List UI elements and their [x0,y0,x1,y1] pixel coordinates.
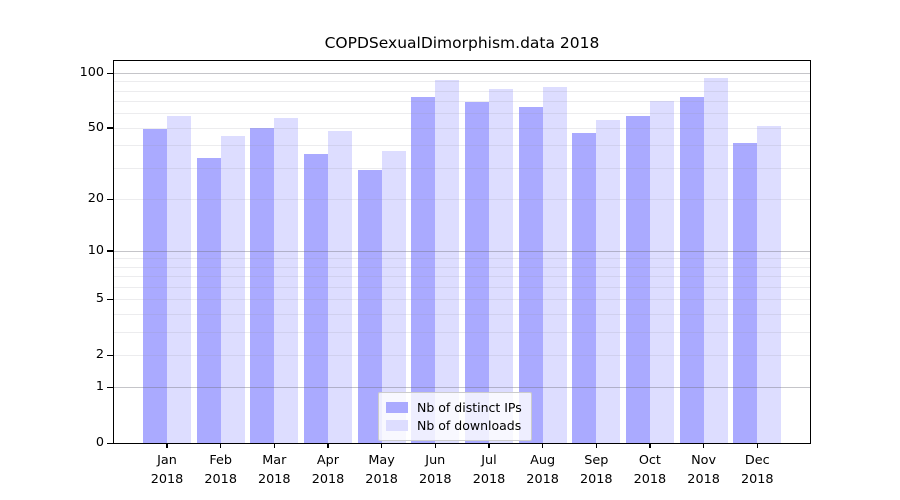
legend: Nb of distinct IPs Nb of downloads [378,392,532,441]
y-tick-label: 50 [87,119,104,135]
x-tick-label: Aug 2018 [526,453,559,487]
x-tick-label: Oct 2018 [633,453,667,487]
bar-downloads-nov [703,77,728,443]
minor-gridline [114,145,810,147]
bar-downloads-jun [435,79,460,443]
y-tick-mark [107,127,113,129]
minor-gridline [114,167,810,169]
x-tick-mark [488,443,490,448]
minor-gridline [114,198,810,200]
x-tick-label: May 2018 [365,453,398,487]
legend-label-distinct-ips: Nb of distinct IPs [417,399,522,415]
bar-distinct-ips-may [357,170,382,443]
x-tick-mark [380,443,383,448]
bar-distinct-ips-oct [625,116,650,443]
y-tick-mark [107,442,113,444]
bar-distinct-ips-mar [250,127,275,443]
bar-distinct-ips-nov [679,96,704,443]
y-tick-label: 5 [95,291,104,307]
y-tick-mark [107,354,113,356]
minor-gridline [114,258,810,260]
y-tick-mark [107,250,113,252]
bar-downloads-apr [327,131,352,443]
y-tick-label: 100 [79,64,104,80]
bar-downloads-feb [220,136,245,443]
major-gridline [114,250,810,252]
minor-gridline [114,276,810,278]
bar-downloads-aug [542,86,567,443]
bar-downloads-oct [649,101,674,443]
x-tick-mark [649,443,651,448]
major-gridline [114,72,810,74]
y-tick-label: 0 [95,434,104,450]
legend-row: Nb of downloads [386,416,522,434]
minor-gridline [114,354,810,356]
y-tick-mark [107,72,113,74]
x-tick-label: Nov 2018 [687,453,720,487]
x-tick-label: Feb 2018 [204,453,237,487]
bar-downloads-sep [596,120,621,443]
minor-gridline [114,101,810,103]
minor-gridline [114,113,810,115]
x-tick-label: Jul 2018 [472,453,506,487]
x-tick-mark [541,443,544,448]
legend-swatch-distinct-ips [386,401,408,413]
bar-downloads-jul [488,88,513,443]
legend-row: Nb of distinct IPs [386,398,522,416]
minor-gridline [114,313,810,315]
x-tick-label: Mar 2018 [258,453,291,487]
x-tick-label: Jun 2018 [419,453,452,487]
x-tick-mark [166,443,168,448]
x-tick-mark [327,443,329,448]
y-tick-label: 1 [95,379,104,395]
minor-gridline [114,127,810,129]
bar-distinct-ips-jul [464,102,489,443]
minor-gridline [114,286,810,288]
legend-label-downloads: Nb of downloads [417,417,522,433]
minor-gridline [114,90,810,92]
y-tick-label: 10 [87,242,104,258]
x-tick-mark [595,443,597,448]
x-tick-mark [434,443,436,448]
y-tick-label: 2 [95,346,104,362]
plot-area: 100 50 20 10 5 2 1 0 Jan 2018 Feb 2018 Mar 2018 Apr… [80,59,811,487]
bar-distinct-ips-dec [733,143,758,443]
y-tick-mark [107,198,113,200]
bar-downloads-dec [757,126,782,443]
legend-swatch-downloads [386,419,408,431]
x-tick-mark [702,443,705,448]
y-tick-mark [107,387,113,389]
x-tick-label: Dec 2018 [741,453,774,487]
bar-downloads-jan [167,116,191,443]
x-tick-mark [756,443,758,448]
bar-distinct-ips-aug [518,107,543,443]
bar-distinct-ips-jun [411,96,436,443]
major-gridline [114,387,810,389]
x-tick-label: Apr 2018 [311,453,345,487]
bar-distinct-ips-apr [303,153,328,443]
minor-gridline [114,266,810,268]
bar-downloads-mar [274,117,299,443]
minor-gridline [114,299,810,301]
minor-gridline [114,81,810,83]
bar-distinct-ips-jan [143,129,167,443]
bar-distinct-ips-feb [196,158,221,443]
minor-gridline [114,331,810,333]
bar-distinct-ips-sep [572,132,597,443]
x-tick-label: Jan 2018 [150,453,184,487]
y-tick-label: 20 [87,190,104,206]
y-tick-mark [107,299,113,301]
x-tick-mark [273,443,275,448]
x-tick-label: Sep 2018 [580,453,613,487]
chart-title: COPDSexualDimorphism.data 2018 [324,34,600,52]
x-tick-mark [220,443,222,448]
